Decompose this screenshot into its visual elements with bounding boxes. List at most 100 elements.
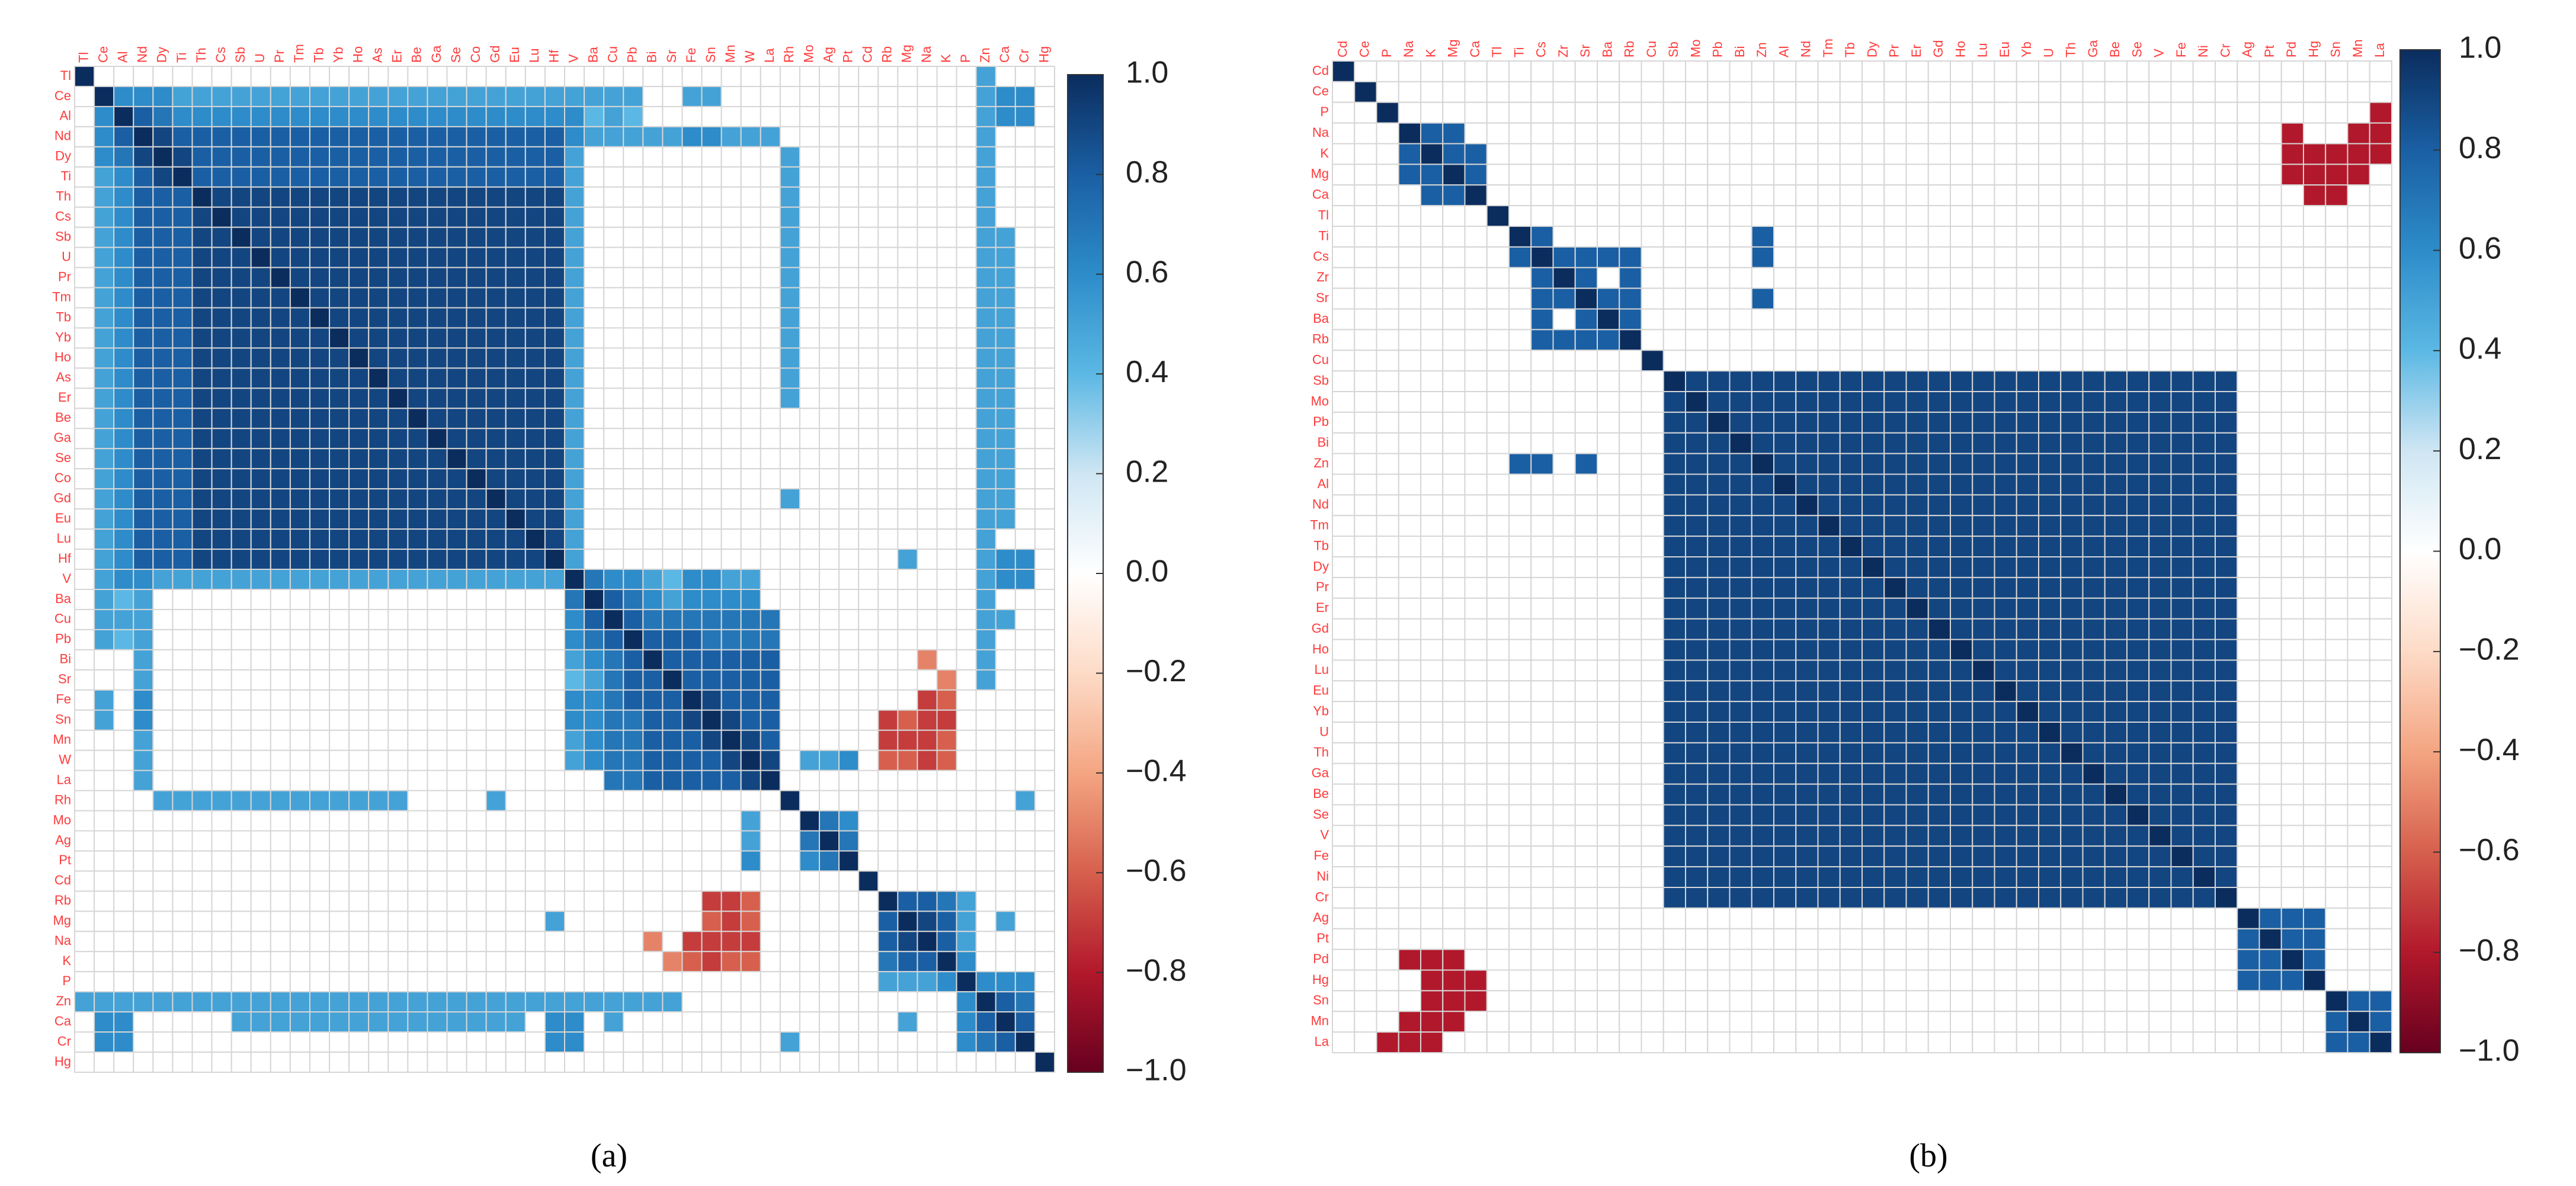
heatmap-cell bbox=[1818, 536, 1840, 557]
heatmap-cell bbox=[996, 730, 1015, 751]
heatmap-cell bbox=[1642, 743, 1664, 764]
heatmap-cell bbox=[1035, 569, 1055, 589]
heatmap-cell bbox=[153, 509, 172, 529]
heatmap-cell bbox=[858, 328, 878, 348]
heatmap-cell bbox=[1928, 329, 1950, 350]
heatmap-cell bbox=[1553, 805, 1575, 826]
heatmap-cell bbox=[741, 610, 761, 630]
heatmap-cell bbox=[2370, 102, 2392, 123]
heatmap-cell bbox=[1862, 515, 1884, 536]
heatmap-cell bbox=[2282, 743, 2303, 764]
heatmap-cell bbox=[1421, 495, 1443, 515]
heatmap-cell bbox=[310, 891, 329, 911]
heatmap-cell bbox=[584, 831, 604, 851]
heatmap-cell bbox=[780, 1032, 800, 1052]
heatmap-cell bbox=[310, 569, 329, 589]
heatmap-cell bbox=[2061, 309, 2082, 330]
heatmap-cell bbox=[741, 248, 761, 268]
heatmap-cell bbox=[251, 811, 271, 831]
heatmap-cell bbox=[2370, 289, 2392, 309]
heatmap-cell bbox=[584, 811, 604, 831]
heatmap-cell bbox=[1421, 515, 1443, 536]
heatmap-cell bbox=[1774, 144, 1796, 165]
heatmap-cell bbox=[2017, 743, 2039, 764]
heatmap-cell bbox=[212, 448, 232, 469]
heatmap-cell bbox=[741, 771, 761, 791]
heatmap-cell bbox=[957, 187, 976, 207]
heatmap-cell bbox=[271, 610, 290, 630]
heatmap-cell bbox=[1487, 640, 1509, 661]
heatmap-cell bbox=[1730, 846, 1752, 867]
heatmap-cell bbox=[192, 448, 212, 469]
heatmap-cell bbox=[486, 972, 506, 992]
heatmap-cell bbox=[1796, 247, 1818, 268]
heatmap-cell bbox=[2215, 82, 2237, 102]
heatmap-cell bbox=[1015, 911, 1035, 931]
heatmap-cell bbox=[1421, 578, 1443, 598]
heatmap-cell bbox=[1995, 329, 2017, 350]
heatmap-cell bbox=[1995, 82, 2017, 102]
heatmap-cell bbox=[584, 972, 604, 992]
heatmap-cell bbox=[526, 288, 545, 308]
heatmap-cell bbox=[427, 751, 447, 771]
heatmap-cell bbox=[1774, 515, 1796, 536]
heatmap-cell bbox=[2039, 309, 2061, 330]
heatmap-cell bbox=[584, 248, 604, 268]
heatmap-cell bbox=[1443, 82, 1465, 102]
heatmap-cell bbox=[741, 931, 761, 951]
heatmap-cell bbox=[1377, 82, 1399, 102]
heatmap-cell bbox=[1531, 350, 1553, 371]
heatmap-cell bbox=[2105, 536, 2127, 557]
heatmap-cell bbox=[604, 650, 623, 670]
heatmap-cell bbox=[898, 931, 917, 951]
heatmap-cell bbox=[212, 710, 232, 730]
heatmap-cell bbox=[2171, 825, 2193, 846]
heatmap-cell bbox=[1928, 495, 1950, 515]
heatmap-cell bbox=[1597, 970, 1619, 991]
heatmap-cell bbox=[2348, 454, 2370, 475]
heatmap-cell bbox=[898, 690, 917, 710]
heatmap-cell bbox=[2303, 536, 2325, 557]
heatmap-cell bbox=[1015, 187, 1035, 207]
heatmap-cell bbox=[1377, 764, 1399, 784]
heatmap-cell bbox=[153, 288, 172, 308]
heatmap-cell bbox=[623, 690, 643, 710]
heatmap-cell bbox=[1707, 515, 1729, 536]
heatmap-cell bbox=[1619, 578, 1641, 598]
heatmap-cell bbox=[1774, 226, 1796, 247]
heatmap-cell bbox=[1642, 557, 1664, 578]
heatmap-cell bbox=[1928, 764, 1950, 784]
heatmap-cell bbox=[878, 951, 898, 972]
heatmap-cell bbox=[467, 730, 486, 751]
heatmap-cell bbox=[1686, 309, 1707, 330]
heatmap-cell bbox=[1907, 578, 1928, 598]
heatmap-cell bbox=[1862, 475, 1884, 495]
heatmap-cell bbox=[1354, 123, 1376, 144]
heatmap-cell bbox=[1707, 309, 1729, 330]
heatmap-cell bbox=[290, 650, 310, 670]
heatmap-cell bbox=[1443, 784, 1465, 805]
heatmap-cell bbox=[526, 428, 545, 448]
heatmap-cell bbox=[2083, 805, 2105, 826]
heatmap-cell bbox=[369, 428, 388, 448]
heatmap-cell bbox=[1509, 929, 1531, 950]
heatmap-cell bbox=[192, 710, 212, 730]
heatmap-cell bbox=[1035, 288, 1055, 308]
heatmap-cell bbox=[1796, 722, 1818, 743]
heatmap-cell bbox=[526, 489, 545, 509]
heatmap-cell bbox=[584, 448, 604, 469]
heatmap-cell bbox=[1796, 61, 1818, 82]
heatmap-cell bbox=[819, 992, 839, 1012]
heatmap-cell bbox=[153, 388, 172, 408]
heatmap-cell bbox=[526, 469, 545, 489]
heatmap-cell bbox=[2260, 846, 2282, 867]
heatmap-cell bbox=[1972, 970, 1994, 991]
heatmap-cell bbox=[2325, 887, 2347, 908]
heatmap-cell bbox=[917, 408, 937, 428]
heatmap-cell bbox=[271, 368, 290, 388]
heatmap-cell bbox=[1752, 640, 1774, 661]
heatmap-cell bbox=[858, 469, 878, 489]
heatmap-cell bbox=[486, 871, 506, 891]
heatmap-cell bbox=[1443, 929, 1465, 950]
heatmap-cell bbox=[1575, 289, 1597, 309]
